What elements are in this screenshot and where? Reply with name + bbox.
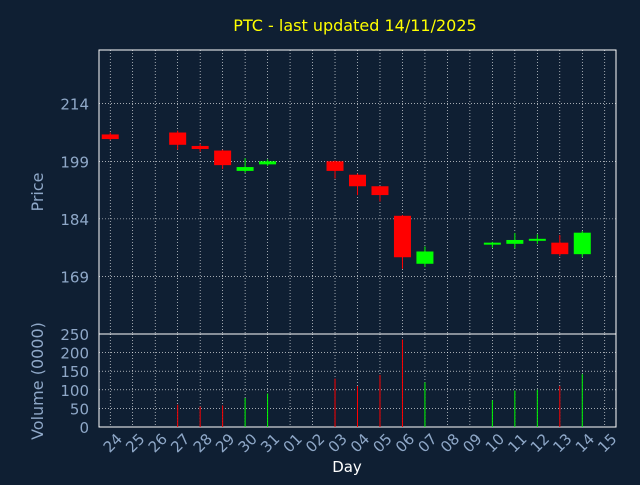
candle-body <box>371 186 389 196</box>
volume-tick-label: 250 <box>60 326 89 344</box>
candle-body <box>506 239 524 244</box>
candle-body <box>528 238 546 241</box>
candle-body <box>191 145 209 150</box>
price-gridlines <box>99 50 616 334</box>
candle-body <box>236 167 254 171</box>
candle-body <box>551 242 569 255</box>
volume-tick-label: 150 <box>60 363 89 381</box>
price-axis-label: Price <box>28 172 47 211</box>
day-axis-ticks: 2425262728293031010203040506070809101112… <box>100 430 621 456</box>
day-axis-label: Day <box>332 458 362 476</box>
volume-tick-label: 200 <box>60 345 89 363</box>
candle-body <box>573 232 591 255</box>
volume-tick-label: 0 <box>79 419 89 437</box>
chart-title: PTC - last updated 14/11/2025 <box>233 16 476 35</box>
price-tick-label: 169 <box>60 268 89 286</box>
candle-body <box>416 251 434 264</box>
price-tick-label: 199 <box>60 153 89 171</box>
price-axis-ticks: 169 184 199 214 <box>60 96 89 287</box>
candlesticks <box>101 130 591 269</box>
volume-bars <box>177 339 583 427</box>
candle-body <box>393 215 411 258</box>
candle-body <box>483 242 501 245</box>
candle-body <box>169 132 187 145</box>
candle-body <box>214 150 232 166</box>
volume-axis-label: Volume (0000) <box>28 322 47 440</box>
candle-body <box>101 134 119 140</box>
volume-tick-label: 50 <box>70 400 89 418</box>
candle-body <box>259 161 277 165</box>
candle-body <box>326 161 344 171</box>
price-tick-label: 184 <box>60 211 89 229</box>
candle-body <box>349 174 366 187</box>
day-tick-label: 15 <box>594 430 620 456</box>
price-tick-label: 214 <box>60 96 89 114</box>
volume-tick-label: 100 <box>60 382 89 400</box>
